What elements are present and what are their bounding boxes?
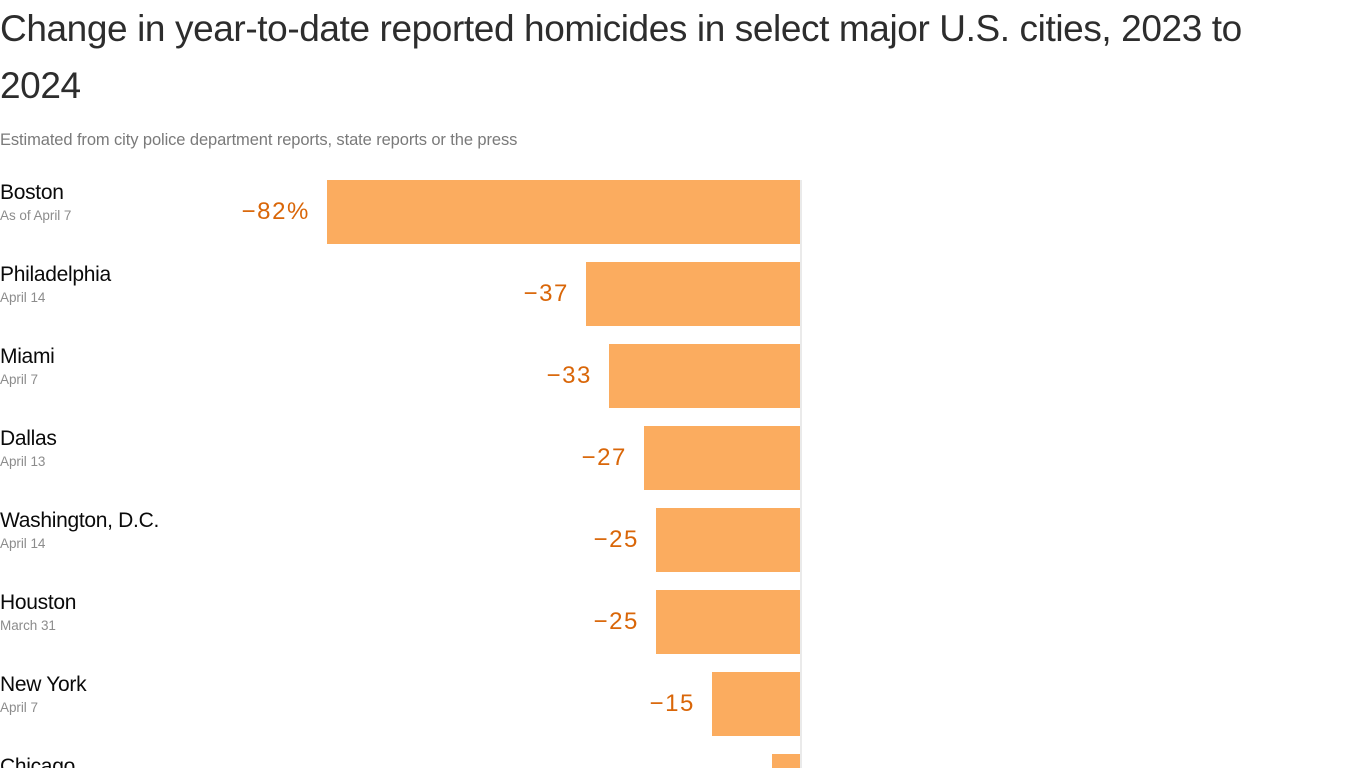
bar-row-label: Philadelphia April 14 [0,262,215,306]
zero-axis-line [800,180,802,768]
bar-row: Boston As of April 7 −82% [0,180,1366,262]
bar-value-label: −15 [649,690,695,717]
city-name: Washington, D.C. [0,509,159,532]
bar[interactable] [609,344,800,408]
page-title: Change in year-to-date reported homicide… [0,8,1242,106]
chart-header: Change in year-to-date reported homicide… [0,0,1300,150]
city-name: Chicago [0,755,75,768]
bar-row-label: Chicago [0,754,215,768]
as-of-date: March 31 [0,618,56,633]
bar[interactable] [586,262,800,326]
as-of-date: April 7 [0,700,38,715]
as-of-date: April 13 [0,454,46,469]
bar-row: Houston March 31 −25 [0,590,1366,672]
bar-row: Miami April 7 −33 [0,344,1366,426]
bar-row: Washington, D.C. April 14 −25 [0,508,1366,590]
bar-value-label: −27 [581,444,627,471]
bar-row-label: Dallas April 13 [0,426,215,470]
city-name: Boston [0,181,64,204]
bar[interactable] [644,426,800,490]
chart-subtitle: Estimated from city police department re… [0,131,518,149]
bar[interactable] [656,508,800,572]
city-name: New York [0,673,87,696]
bar-row-label: Boston As of April 7 [0,180,215,224]
city-name: Miami [0,345,55,368]
bar[interactable] [772,754,800,768]
as-of-date: April 14 [0,536,46,551]
bar[interactable] [327,180,800,244]
bar-value-label: −25 [593,608,639,635]
bar-row-label: Washington, D.C. April 14 [0,508,215,552]
bar-row-label: Houston March 31 [0,590,215,634]
bar-value-label: −37 [523,280,569,307]
city-name: Houston [0,591,77,614]
bar-chart-plot: Boston As of April 7 −82% Philadelphia April… [0,180,1366,768]
city-name: Dallas [0,427,57,450]
bar-row: Dallas April 13 −27 [0,426,1366,508]
bar-value-label: −33 [546,362,592,389]
city-name: Philadelphia [0,263,111,286]
bar-row: Philadelphia April 14 −37 [0,262,1366,344]
bar-row: New York April 7 −15 [0,672,1366,754]
as-of-date: April 14 [0,290,46,305]
bar-row-label: Miami April 7 [0,344,215,388]
as-of-date: As of April 7 [0,208,72,223]
bar[interactable] [712,672,800,736]
bar-value-label: −25 [593,526,639,553]
bar[interactable] [656,590,800,654]
bar-row: Chicago [0,754,1366,768]
bar-value-label: −82% [241,198,310,225]
as-of-date: April 7 [0,372,38,387]
bar-row-label: New York April 7 [0,672,215,716]
